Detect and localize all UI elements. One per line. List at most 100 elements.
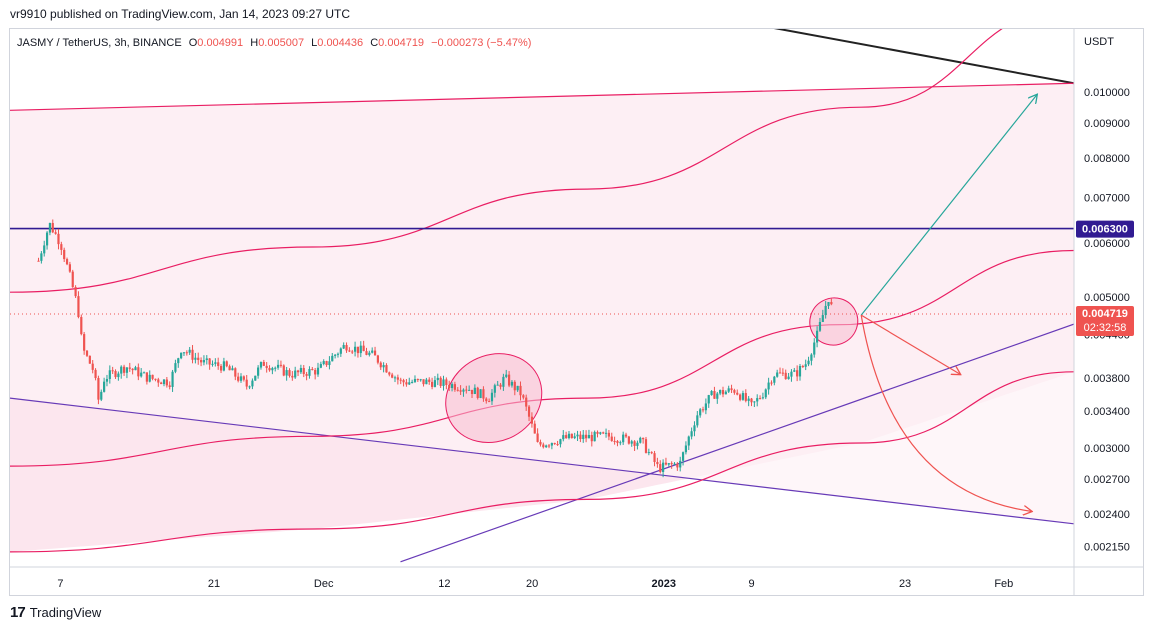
upper-purple-trendline[interactable] <box>400 323 1074 563</box>
candle <box>111 366 114 375</box>
candle <box>684 441 688 455</box>
zone-ellipse-2[interactable] <box>801 290 866 354</box>
candle <box>667 462 670 467</box>
candle <box>476 386 479 400</box>
candle <box>676 462 679 471</box>
candle <box>453 381 457 392</box>
candle <box>174 359 177 374</box>
black-resistance[interactable] <box>664 8 1074 85</box>
candle <box>433 376 437 388</box>
candle <box>282 364 285 377</box>
candle <box>114 369 117 379</box>
candle <box>268 365 271 372</box>
candle <box>798 363 802 381</box>
candle <box>134 365 137 371</box>
candle <box>553 442 556 445</box>
candle <box>778 367 782 374</box>
candle <box>736 389 739 396</box>
last-price-badge: 0.004719 02:32:58 <box>1076 305 1134 336</box>
candle <box>818 317 822 332</box>
candle <box>767 377 770 395</box>
candle <box>756 394 759 407</box>
candle <box>542 442 545 449</box>
candle <box>547 444 551 449</box>
candle <box>296 369 300 377</box>
candle <box>382 362 385 373</box>
candle <box>228 364 231 371</box>
lower-purple-trendline[interactable] <box>10 397 1074 525</box>
middle-curve[interactable] <box>10 249 1074 467</box>
x-tick-label: Dec <box>314 578 334 590</box>
outer-upper-curve[interactable] <box>10 8 1074 293</box>
channel-fill-lower <box>10 371 1074 552</box>
candle <box>468 385 471 391</box>
candle <box>396 374 399 385</box>
candle <box>804 359 807 371</box>
candle <box>288 368 291 378</box>
candle <box>168 381 171 390</box>
candle <box>613 436 616 445</box>
candle <box>237 372 240 383</box>
candle <box>180 352 183 360</box>
candle <box>679 456 682 472</box>
candle <box>425 377 428 385</box>
candle <box>784 369 787 380</box>
candle <box>194 352 197 364</box>
candle <box>739 393 742 402</box>
candle <box>254 375 257 381</box>
candle <box>559 438 562 448</box>
candle <box>416 378 419 382</box>
candle <box>699 407 702 418</box>
candle <box>496 380 499 386</box>
tradingview-logo-icon: 17 <box>10 604 26 621</box>
x-tick-label: Feb <box>994 578 1013 590</box>
bearish-arrow-long[interactable] <box>860 315 1031 511</box>
candle <box>773 375 776 386</box>
candle <box>77 291 80 319</box>
candle <box>140 368 143 378</box>
candle <box>650 451 653 455</box>
candle <box>527 405 531 422</box>
candle <box>191 345 194 364</box>
candle <box>713 386 716 399</box>
zone-ellipse-1[interactable] <box>430 337 557 459</box>
candle <box>356 346 360 358</box>
candle <box>117 371 120 381</box>
candle <box>148 370 151 383</box>
candle <box>781 368 784 377</box>
upper-channel-line[interactable] <box>10 82 1074 111</box>
candle <box>345 342 348 353</box>
candle <box>314 367 317 380</box>
candle <box>622 431 625 445</box>
candle <box>208 358 211 370</box>
candle <box>696 411 699 428</box>
candle <box>45 231 49 250</box>
candle <box>701 406 705 413</box>
candle <box>279 360 283 368</box>
candle <box>63 247 66 262</box>
candle <box>533 420 536 434</box>
candle <box>108 365 111 384</box>
x-tick-label: 12 <box>438 578 450 590</box>
candle <box>97 375 100 405</box>
channel-fill-upper <box>10 83 1074 552</box>
candle <box>750 397 753 407</box>
candle <box>816 326 819 348</box>
candle <box>353 341 357 357</box>
candle <box>162 379 166 387</box>
candle <box>813 338 816 358</box>
candle <box>545 444 548 448</box>
candle <box>465 385 468 394</box>
y-tick-label: 0.003800 <box>1084 373 1130 385</box>
candle <box>764 388 767 400</box>
bullish-arrow[interactable] <box>860 95 1037 316</box>
legend-l-label: L <box>311 37 317 49</box>
candle <box>308 366 311 379</box>
candle <box>402 378 405 387</box>
footer-brand[interactable]: 17 TradingView <box>10 604 101 621</box>
candle <box>316 362 320 377</box>
lower-curve[interactable] <box>10 371 1074 553</box>
candle <box>65 257 69 266</box>
bearish-arrow-short[interactable] <box>860 314 960 374</box>
